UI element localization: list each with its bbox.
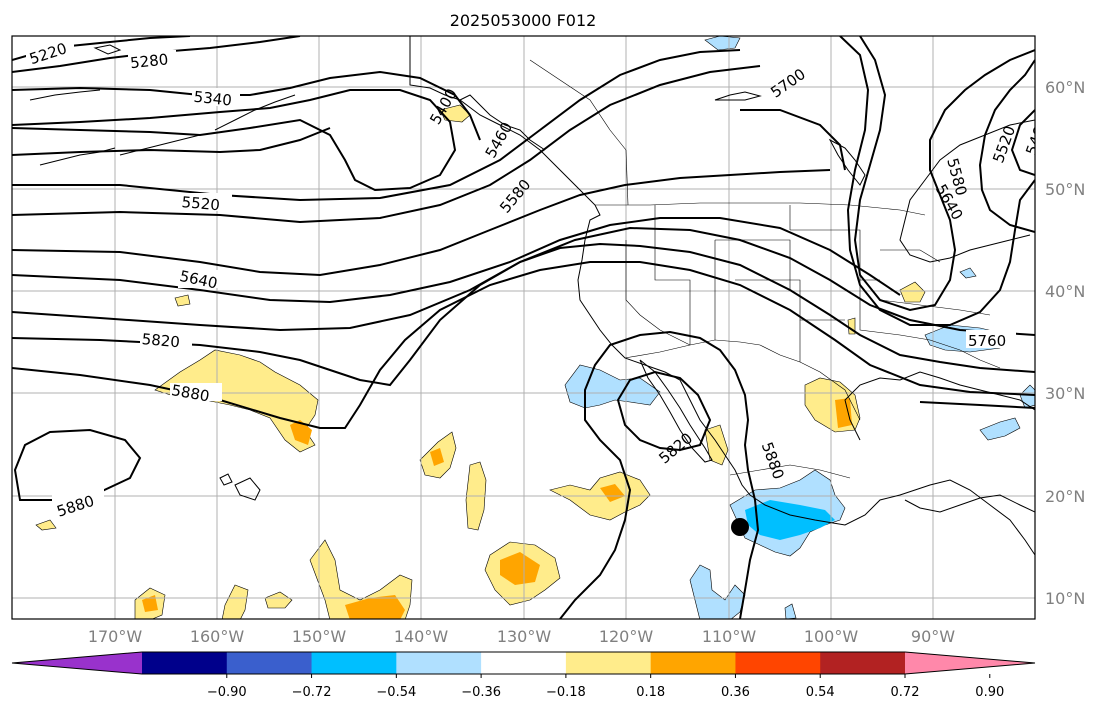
colorbar-extend-low — [12, 652, 142, 674]
contour-label: 5280 — [129, 50, 169, 72]
colorbar-segment — [226, 652, 313, 674]
lon-label: 100°W — [804, 627, 859, 646]
colorbar-tick-label: −0.54 — [376, 685, 416, 700]
colorbar-segment — [820, 652, 906, 674]
colorbar-segment — [396, 652, 482, 674]
lat-label: 20°N — [1045, 487, 1085, 506]
lat-label: 60°N — [1045, 78, 1085, 97]
contour-label: 5820 — [141, 330, 181, 351]
lon-label: 120°W — [599, 627, 654, 646]
colorbar-tick-label: 0.18 — [636, 685, 665, 700]
colorbar-segment — [481, 652, 567, 674]
colorbar-tick-label: 0.54 — [806, 685, 835, 700]
lon-label: 90°W — [911, 627, 955, 646]
lat-label: 10°N — [1045, 589, 1085, 608]
colorbar-segment — [311, 652, 397, 674]
lat-label: 40°N — [1045, 282, 1085, 301]
colorbar-tick-label: 0.90 — [975, 685, 1004, 700]
map-title: 2025053000 F012 — [450, 11, 597, 30]
contour-label: 5760 — [968, 332, 1006, 350]
contour-label: 5520 — [181, 193, 221, 214]
lon-label: 150°W — [292, 627, 347, 646]
colorbar-tick-label: −0.72 — [292, 685, 332, 700]
map-frame — [11, 35, 1036, 620]
latitude-labels: 60°N 50°N 40°N 30°N 20°N 10°N — [1045, 78, 1085, 608]
lon-label: 170°W — [88, 627, 143, 646]
lon-label: 140°W — [394, 627, 449, 646]
coastlines — [29, 36, 1035, 556]
colorbar-segment — [142, 652, 228, 674]
lat-label: 30°N — [1045, 384, 1085, 403]
colorbar-segment — [565, 652, 652, 674]
lon-label: 160°W — [190, 627, 245, 646]
longitude-labels: 170°W 160°W 150°W 140°W 130°W 120°W 110°… — [88, 627, 955, 646]
colorbar-tick-label: −0.90 — [207, 685, 247, 700]
colorbar: −0.90 −0.72 −0.54 −0.36 −0.18 0.18 0.36 0.54 0.7… — [11, 651, 1036, 700]
contour-label: 5340 — [193, 88, 233, 110]
colorbar-extend-high — [905, 652, 1035, 674]
lat-label: 50°N — [1045, 180, 1085, 199]
colorbar-tick-label: −0.36 — [461, 685, 501, 700]
colorbar-outline — [11, 651, 1036, 675]
lon-label: 110°W — [702, 627, 757, 646]
height-contours — [12, 36, 1035, 619]
contour-label-group: 5220 5280 5340 5400 5460 5520 5580 5640 … — [26, 39, 1035, 521]
colorbar-tick-label: 0.36 — [721, 685, 750, 700]
graticule — [12, 36, 1035, 619]
colorbar-tick-label: −0.18 — [546, 685, 586, 700]
colorbar-segment — [650, 652, 736, 674]
lon-label: 130°W — [497, 627, 552, 646]
colorbar-tick-label: 0.72 — [891, 685, 920, 700]
storm-center-marker — [731, 518, 749, 536]
colorbar-segment — [735, 652, 821, 674]
